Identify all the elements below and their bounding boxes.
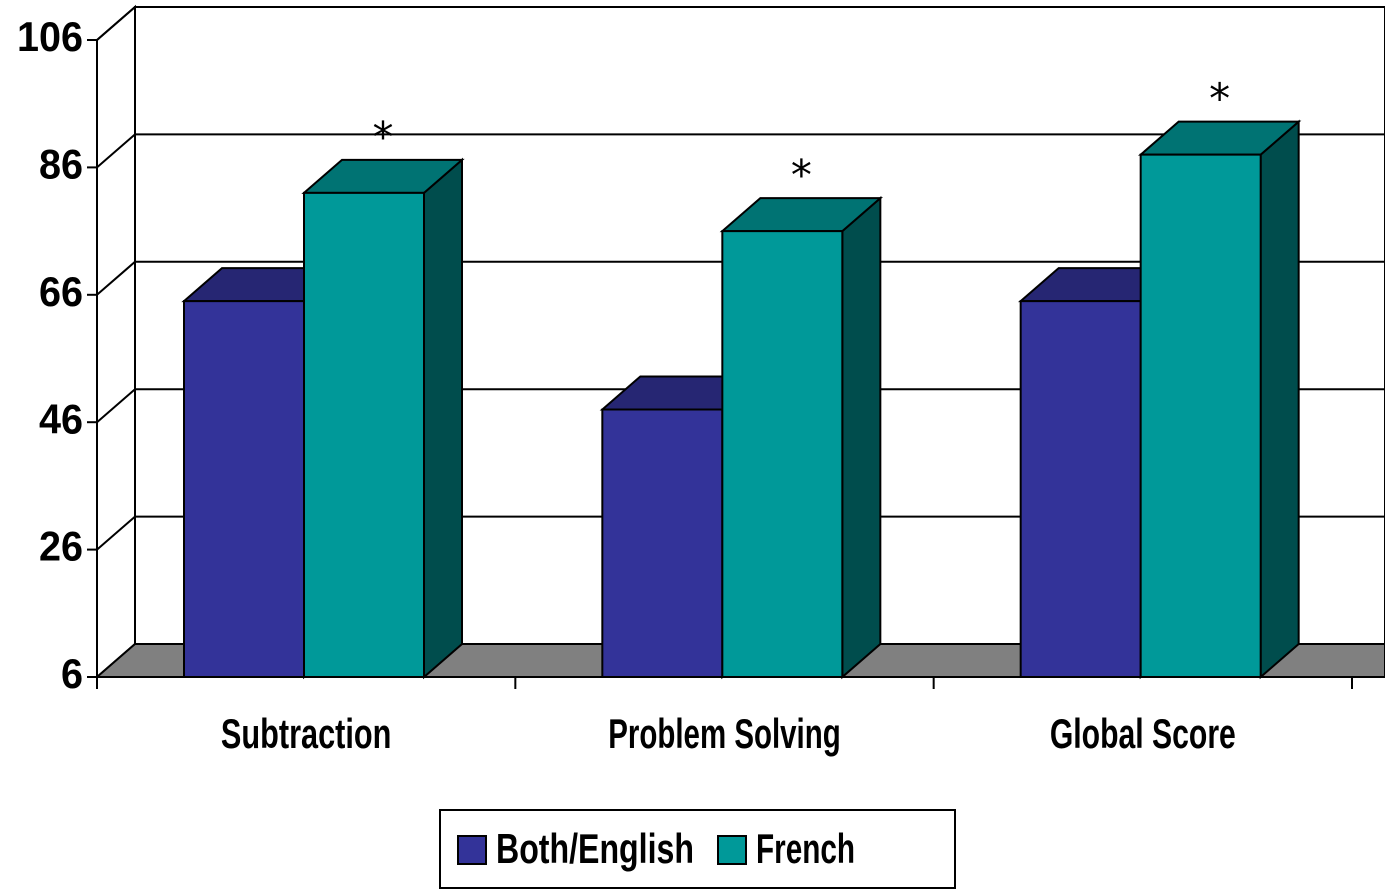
- y-tick-label: 6: [61, 650, 83, 697]
- legend-box: [439, 809, 956, 889]
- grid-line: [96, 260, 1385, 296]
- annotation: *: [791, 151, 812, 200]
- legend-swatch: [457, 835, 487, 865]
- annotation: *: [373, 112, 394, 161]
- grid-line: [96, 388, 1385, 423]
- x-tick-label: Problem Solving: [608, 710, 841, 757]
- legend-swatch: [717, 835, 747, 865]
- y-tick-label: 106: [17, 13, 83, 60]
- bar-front: [721, 230, 844, 678]
- legend-label: Both/English: [496, 825, 694, 872]
- bar-front: [183, 300, 305, 678]
- bar: [719, 195, 884, 680]
- side-wall: [96, 4, 136, 680]
- bar-front: [303, 191, 425, 678]
- grid-line: [96, 133, 1385, 169]
- grid-line: [96, 6, 1385, 41]
- bar: [1137, 119, 1302, 680]
- bar-front: [1019, 300, 1142, 678]
- grid-line: [96, 515, 1385, 551]
- bar-side: [841, 195, 882, 680]
- y-tick-label: 46: [39, 395, 83, 442]
- bar-side: [1259, 119, 1300, 680]
- bar: [301, 157, 465, 680]
- bar-front: [1139, 153, 1262, 678]
- annotation: *: [1209, 74, 1230, 123]
- y-tick-label: 86: [39, 140, 83, 187]
- x-tick-label: Global Score: [1050, 710, 1236, 757]
- legend-label: French: [756, 825, 855, 872]
- bar-front: [601, 408, 724, 678]
- x-tick-label: Subtraction: [221, 710, 392, 757]
- bar-side: [423, 157, 463, 680]
- y-tick-label: 66: [39, 268, 83, 315]
- y-tick-label: 26: [39, 523, 83, 570]
